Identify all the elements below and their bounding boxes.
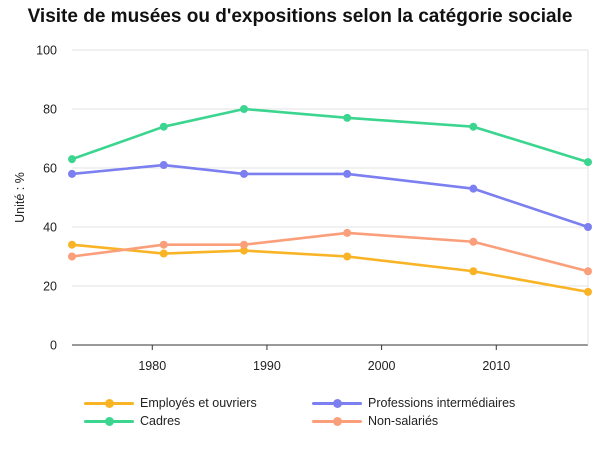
series-1-point-2 — [240, 169, 248, 178]
y-axis-title: Unité : % — [13, 172, 27, 223]
series-0-point-5 — [584, 287, 592, 296]
series-1-point-0 — [68, 169, 76, 178]
series-3-point-5 — [584, 267, 592, 276]
series-0-point-3 — [343, 252, 352, 261]
legend-label-non-salaries: Non-salariés — [368, 414, 439, 428]
series-3-point-0 — [68, 252, 76, 261]
legend-item-employes-ouvriers[interactable]: Employés et ouvriers — [84, 394, 257, 412]
y-tick-label-100: 100 — [36, 44, 57, 58]
x-tick-label-1980: 1980 — [138, 359, 166, 373]
y-tick-label-0: 0 — [50, 339, 57, 353]
series-3-point-4 — [469, 237, 478, 246]
legend-swatch-professions-intermediaires — [312, 394, 362, 412]
legend-swatch-cadres — [84, 412, 134, 430]
legend-label-employes-ouvriers: Employés et ouvriers — [140, 396, 257, 410]
legend-item-cadres[interactable]: Cadres — [84, 412, 180, 430]
legend: Employés et ouvriers Professions intermé… — [84, 394, 584, 434]
series-line-2 — [70, 107, 590, 164]
series-2-point-3 — [343, 113, 352, 122]
legend-swatch-non-salaries — [312, 412, 362, 430]
series-2-point-4 — [469, 122, 478, 131]
y-tick-label-40: 40 — [43, 221, 57, 235]
y-tick-label-60: 60 — [43, 162, 57, 176]
legend-item-professions-intermediaires[interactable]: Professions intermédiaires — [312, 394, 515, 412]
series-0-point-4 — [469, 267, 478, 276]
series-line-1 — [70, 163, 590, 229]
series-2-point-1 — [159, 122, 168, 131]
series-2-point-0 — [68, 155, 76, 164]
series-2-point-2 — [240, 105, 248, 113]
x-tick-label-1990: 1990 — [253, 359, 281, 373]
chart-title: Visite de musées ou d'expositions selon … — [27, 6, 573, 27]
series-1-point-3 — [343, 169, 352, 178]
series-line-3 — [70, 231, 590, 273]
legend-swatch-employes-ouvriers — [84, 394, 134, 412]
series-0-point-1 — [159, 249, 168, 258]
legend-label-professions-intermediaires: Professions intermédiaires — [368, 396, 516, 410]
series-1-point-5 — [584, 223, 592, 231]
series-3-point-1 — [159, 240, 168, 249]
series-line-0 — [70, 243, 590, 294]
x-tick-label-2010: 2010 — [482, 359, 510, 373]
legend-label-cadres: Cadres — [140, 414, 181, 428]
y-tick-label-80: 80 — [43, 103, 57, 117]
series-3-point-2 — [240, 240, 248, 249]
series-0-point-0 — [68, 240, 76, 249]
series-0-point-2 — [240, 246, 248, 255]
series-1-point-1 — [159, 161, 168, 170]
series-2-point-5 — [584, 158, 592, 167]
legend-item-non-salaries[interactable]: Non-salariés — [312, 412, 438, 430]
x-tick-label-2000: 2000 — [368, 359, 396, 373]
series-3-point-3 — [343, 228, 352, 237]
series-1-point-4 — [469, 184, 478, 193]
y-tick-label-20: 20 — [43, 280, 57, 294]
